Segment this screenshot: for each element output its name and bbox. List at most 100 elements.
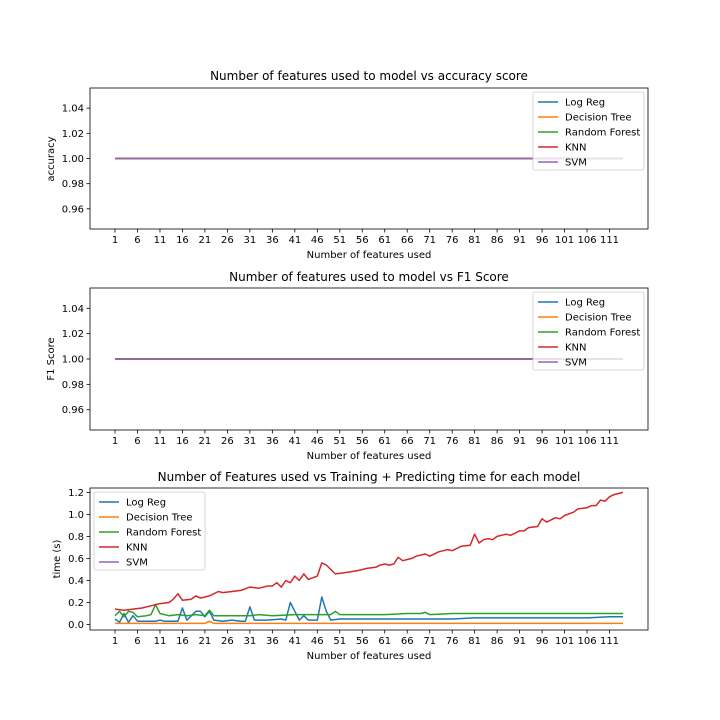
- x-tick-label: 81: [468, 235, 481, 246]
- x-tick-label: 21: [199, 436, 212, 447]
- x-tick-label: 61: [378, 436, 391, 447]
- x-tick-label: 91: [513, 436, 526, 447]
- legend-label: KNN: [565, 343, 587, 354]
- x-tick-label: 96: [536, 235, 549, 246]
- x-tick-label: 11: [154, 235, 167, 246]
- y-tick-label: 0.0: [68, 620, 84, 631]
- x-tick-label: 16: [176, 636, 189, 647]
- x-tick-label: 71: [423, 436, 436, 447]
- x-tick-label: 111: [600, 235, 619, 246]
- x-tick-label: 6: [134, 235, 140, 246]
- x-tick-label: 51: [333, 636, 346, 647]
- accuracy-chart: Number of features used to model vs accu…: [46, 69, 649, 261]
- legend: Log Reg Decision Tree Random Forest KNN SVM: [93, 491, 206, 571]
- x-tick-label: 56: [356, 436, 369, 447]
- y-tick-label: 1.04: [62, 304, 84, 315]
- x-tick-label: 46: [311, 436, 324, 447]
- y-tick-label: 0.8: [68, 532, 84, 543]
- x-tick-label: 61: [378, 636, 391, 647]
- x-tick-label: 101: [555, 235, 574, 246]
- legend-label: KNN: [565, 143, 587, 154]
- legend-label: SVM: [565, 358, 587, 369]
- x-tick-label: 81: [468, 636, 481, 647]
- x-tick-label: 16: [176, 436, 189, 447]
- x-tick-label: 66: [401, 636, 414, 647]
- y-tick-label: 0.96: [62, 405, 84, 416]
- x-tick-label: 96: [536, 436, 549, 447]
- legend-label: SVM: [565, 158, 587, 169]
- x-tick-label: 41: [288, 235, 301, 246]
- y-tick-label: 1.00: [62, 355, 84, 366]
- x-tick-label: 106: [577, 636, 596, 647]
- y-tick-label: 0.6: [68, 554, 84, 565]
- x-tick-label: 36: [266, 436, 279, 447]
- x-tick-label: 76: [446, 636, 459, 647]
- x-tick-label: 66: [401, 436, 414, 447]
- x-tick-label: 91: [513, 235, 526, 246]
- x-tick-label: 66: [401, 235, 414, 246]
- y-axis-label: F1 Score: [46, 337, 57, 380]
- x-tick-label: 76: [446, 235, 459, 246]
- legend-label: Decision Tree: [126, 513, 193, 524]
- x-tick-label: 76: [446, 436, 459, 447]
- legend: Log Reg Decision Tree Random Forest KNN SVM: [532, 91, 645, 171]
- x-tick-label: 96: [536, 636, 549, 647]
- x-tick-label: 106: [577, 235, 596, 246]
- chart-title: Number of features used to model vs accu…: [210, 69, 528, 83]
- x-tick-label: 21: [199, 636, 212, 647]
- x-tick-label: 86: [491, 636, 504, 647]
- series-line-log-reg: [114, 596, 623, 624]
- time-chart: Number of Features used vs Training + Pr…: [52, 470, 649, 662]
- x-tick-label: 41: [288, 436, 301, 447]
- x-tick-label: 111: [600, 636, 619, 647]
- x-tick-label: 91: [513, 636, 526, 647]
- x-tick-label: 56: [356, 636, 369, 647]
- plot-frame: [89, 487, 649, 631]
- legend-label: Random Forest: [126, 528, 201, 539]
- x-tick-label: 6: [134, 636, 140, 647]
- legend-label: SVM: [126, 558, 148, 569]
- y-tick-label: 0.98: [62, 380, 84, 391]
- y-tick-label: 0.4: [68, 576, 84, 587]
- series-group: [114, 491, 624, 625]
- y-tick-label: 1.02: [62, 129, 84, 140]
- legend-box: [532, 291, 645, 371]
- x-tick-label: 101: [555, 636, 574, 647]
- y-tick-label: 1.2: [68, 488, 84, 499]
- x-tick-label: 46: [311, 636, 324, 647]
- legend-label: Log Reg: [565, 298, 605, 309]
- y-axis-label: time (s): [52, 540, 63, 579]
- x-tick-label: 6: [134, 436, 140, 447]
- x-tick-label: 106: [577, 436, 596, 447]
- x-tick-label: 26: [221, 235, 234, 246]
- y-tick-label: 0.98: [62, 179, 84, 190]
- x-axis-label: Number of features used: [307, 651, 432, 662]
- x-axis-label: Number of features used: [307, 250, 432, 261]
- x-tick-label: 41: [288, 636, 301, 647]
- x-tick-label: 11: [154, 436, 167, 447]
- x-tick-label: 21: [199, 235, 212, 246]
- legend-label: Decision Tree: [565, 313, 632, 324]
- x-tick-label: 86: [491, 436, 504, 447]
- x-tick-label: 1: [112, 235, 118, 246]
- y-tick-label: 1.00: [62, 154, 84, 165]
- x-tick-label: 31: [244, 636, 257, 647]
- legend-label: KNN: [126, 543, 148, 554]
- series-line-decision-tree: [115, 620, 623, 625]
- x-tick-label: 61: [378, 235, 391, 246]
- series-line-knn: [114, 491, 624, 611]
- x-tick-label: 46: [311, 235, 324, 246]
- legend-label: Log Reg: [126, 498, 166, 509]
- x-tick-label: 101: [555, 436, 574, 447]
- x-tick-label: 71: [423, 636, 436, 647]
- legend-box: [93, 491, 206, 571]
- chart-title: Number of Features used vs Training + Pr…: [158, 470, 581, 484]
- y-tick-label: 0.96: [62, 204, 84, 215]
- legend-label: Random Forest: [565, 328, 640, 339]
- legend-label: Decision Tree: [565, 113, 632, 124]
- x-tick-label: 86: [491, 235, 504, 246]
- legend: Log Reg Decision Tree Random Forest KNN SVM: [532, 291, 645, 371]
- series-line-random-forest: [114, 603, 623, 618]
- x-axis-label: Number of features used: [307, 451, 432, 462]
